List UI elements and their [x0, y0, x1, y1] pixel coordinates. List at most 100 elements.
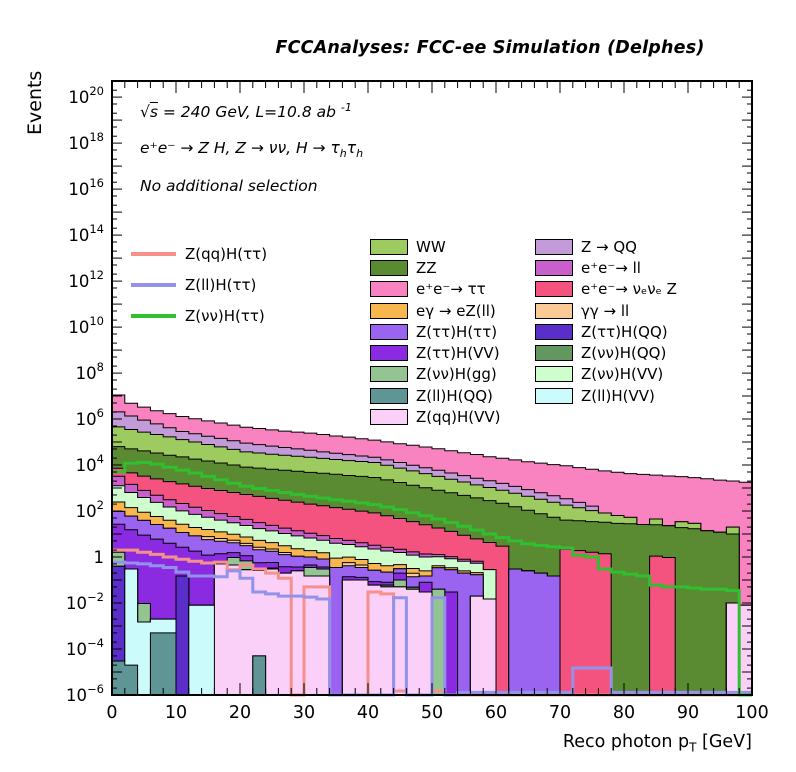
legend-label: Z(νν)H(QQ) [581, 344, 667, 363]
svg-text:1020: 1020 [68, 84, 104, 107]
sqrt-symbol: √ [140, 103, 150, 122]
legend-color-swatch [535, 259, 573, 276]
legend-label: Z(ττ)H(VV) [416, 344, 500, 363]
legend-color-swatch [370, 345, 408, 362]
legend-label: Z(νν)H(ττ) [185, 306, 265, 325]
legend-label: Z(νν)H(VV) [581, 365, 664, 384]
svg-text:0: 0 [106, 703, 117, 723]
legend-label: ZZ [416, 258, 437, 277]
legend-entry: Z(ττ)H(ττ) [370, 321, 501, 342]
x-axis-title-subscript: T [689, 740, 697, 755]
svg-text:1018: 1018 [68, 130, 104, 153]
plot-title: FCCAnalyses: FCC-ee Simulation (Delphes) [275, 38, 705, 58]
svg-text:40: 40 [357, 703, 379, 723]
legend-entry: Z(qq)H(VV) [370, 406, 501, 427]
svg-text:70: 70 [549, 703, 571, 723]
legend-entry: ZZ [370, 257, 501, 278]
legend-color-swatch [535, 238, 573, 255]
legend-column-right: Z → QQ e⁺e⁻→ ll e⁺e⁻→ νₑνₑ Z γγ → ll Z(ττ)H(… [535, 236, 677, 406]
svg-text:30: 30 [293, 703, 315, 723]
legend-label: Z(ll)H(VV) [581, 386, 655, 405]
svg-text:1010: 1010 [68, 314, 104, 337]
legend-color-swatch [370, 387, 408, 404]
legend-entry: γγ → ll [535, 300, 677, 321]
legend-entry: WW [370, 236, 501, 257]
legend-color-swatch [370, 238, 408, 255]
svg-text:1012: 1012 [68, 268, 104, 291]
legend-entry: Z(ll)H(VV) [535, 385, 677, 406]
legend-entry: Z(νν)H(gg) [370, 364, 501, 385]
tau-2: τ [346, 139, 357, 157]
svg-text:10−6: 10−6 [66, 682, 104, 705]
svg-text:108: 108 [76, 360, 104, 383]
x-axis-title-units: [GeV] [696, 732, 752, 752]
svg-text:20: 20 [229, 703, 251, 723]
legend-label: γγ → ll [581, 301, 630, 320]
svg-text:80: 80 [613, 703, 635, 723]
legend-color-swatch [370, 281, 408, 298]
legend-label: Z(qq)H(ττ) [185, 244, 268, 263]
signal-line [112, 460, 752, 697]
legend-label: e⁺e⁻→ ll [581, 258, 641, 277]
svg-text:104: 104 [76, 452, 104, 475]
svg-text:50: 50 [421, 703, 443, 723]
legend-color-swatch [370, 323, 408, 340]
annotation-energy-main: = 240 GeV, L=10.8 ab [157, 103, 341, 122]
svg-text:106: 106 [76, 406, 104, 429]
legend-line-sample [131, 313, 176, 318]
sqrt-s: s [149, 103, 158, 122]
legend-label: e⁺e⁻→ νₑνₑ Z [581, 280, 677, 299]
legend-label: Z(qq)H(VV) [416, 408, 501, 427]
y-axis-title: Events [24, 70, 46, 135]
annotation-energy-luminosity: √s = 240 GeV, L=10.8 ab -1 [140, 101, 352, 121]
svg-text:90: 90 [677, 703, 699, 723]
legend-line-sample [131, 251, 176, 256]
legend-entry: Z → QQ [535, 236, 677, 257]
y-axis-tick-labels: 10−6 10−4 10−2 1 102 104 106 108 1010 1012 1014 101… [66, 84, 104, 705]
svg-text:102: 102 [76, 498, 104, 521]
legend-color-swatch [370, 259, 408, 276]
legend-color-swatch [370, 366, 408, 383]
tau-subscript-2: h [356, 147, 364, 161]
legend-label: eγ → eZ(ll) [416, 301, 496, 320]
legend-color-swatch [535, 345, 573, 362]
legend-color-swatch [535, 387, 573, 404]
svg-text:10−4: 10−4 [66, 636, 104, 659]
y-axis-ticks [112, 80, 752, 696]
legend-color-swatch [370, 409, 408, 426]
x-axis-title: Reco photon pT [GeV] [563, 732, 752, 755]
x-axis-ticks [111, 81, 753, 695]
legend-entry: Z(ll)H(ττ) [131, 269, 267, 300]
legend-color-swatch [535, 281, 573, 298]
annotation-energy-exponent: -1 [340, 101, 352, 114]
legend-label: WW [416, 237, 446, 256]
legend-label: Z(νν)H(gg) [416, 365, 497, 384]
legend-entry: Z(ττ)H(QQ) [535, 321, 677, 342]
svg-text:1: 1 [94, 548, 105, 567]
legend-label: e⁺e⁻→ ττ [416, 280, 486, 299]
legend-entry: e⁺e⁻→ νₑνₑ Z [535, 279, 677, 300]
annotation-process: e⁺e⁻ → Z H, Z → νν, H → τhτh [140, 139, 363, 160]
legend-color-swatch [370, 302, 408, 319]
legend-entry: Z(ττ)H(VV) [370, 342, 501, 363]
legend-entry: Z(ll)H(QQ) [370, 385, 501, 406]
svg-text:10: 10 [165, 703, 187, 723]
svg-text:60: 60 [485, 703, 507, 723]
legend-color-swatch [535, 366, 573, 383]
legend-color-swatch [535, 323, 573, 340]
tau-subscript-1: h [339, 147, 347, 161]
x-axis-title-text: Reco photon p [562, 732, 690, 752]
signal-legend: Z(qq)H(ττ) Z(ll)H(ττ) Z(νν)H(ττ) [131, 238, 267, 331]
legend-label: Z(ll)H(QQ) [416, 386, 493, 405]
legend-line-sample [131, 282, 176, 287]
legend-entry: e⁺e⁻→ ll [535, 257, 677, 278]
annotation-selection: No additional selection [140, 177, 318, 195]
svg-text:1016: 1016 [68, 176, 104, 199]
legend-entry: Z(νν)H(QQ) [535, 342, 677, 363]
legend-column-left: WW ZZ e⁺e⁻→ ττ eγ → eZ(ll) Z(ττ)H(ττ) Z(ττ)H(… [370, 236, 501, 428]
legend-label: Z(ττ)H(ττ) [416, 322, 498, 341]
x-axis-tick-labels: 0 10 20 30 40 50 60 70 80 90 100 [106, 703, 768, 723]
legend-color-swatch [535, 302, 573, 319]
